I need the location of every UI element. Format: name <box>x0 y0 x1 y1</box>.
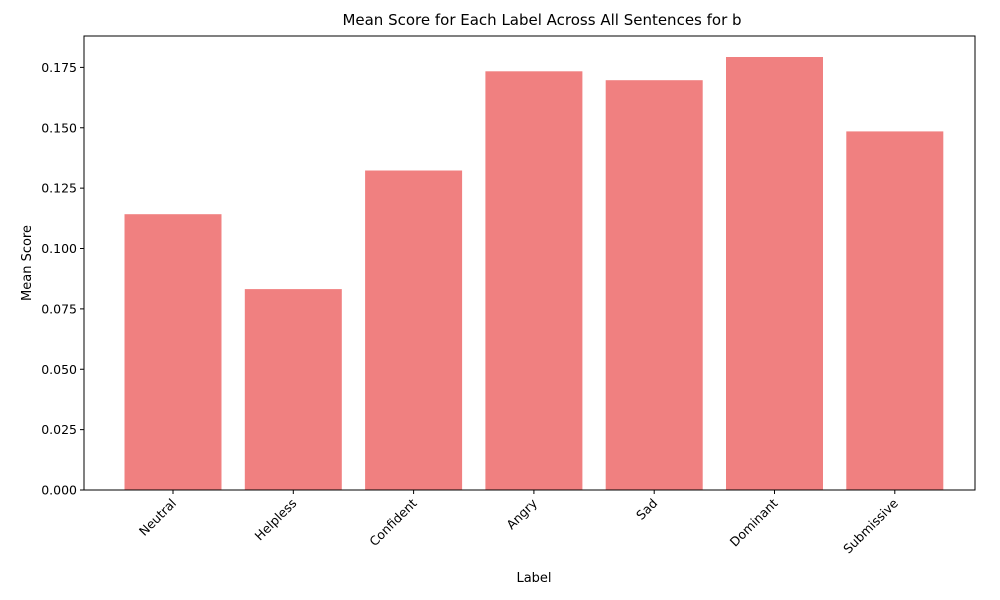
y-tick-label: 0.100 <box>41 241 77 256</box>
bar-angry <box>485 71 583 491</box>
y-tick-label: 0.000 <box>41 483 77 498</box>
x-tick-label: Dominant <box>727 495 781 549</box>
bar-confident <box>365 170 463 490</box>
y-axis: 0.000 0.025 0.050 0.075 0.100 0.125 0.150 0.175 <box>41 60 84 498</box>
x-tick-label: Angry <box>503 495 540 532</box>
x-tick-label: Confident <box>366 495 420 549</box>
y-tick-label: 0.150 <box>41 120 77 135</box>
bar-submissive <box>846 131 944 490</box>
x-axis-label: Label <box>516 571 551 586</box>
x-tick-label: Neutral <box>136 496 179 539</box>
y-axis-label: Mean Score <box>20 225 35 301</box>
bar-sad <box>605 80 703 490</box>
x-tick-label: Helpless <box>252 496 300 544</box>
y-tick-label: 0.075 <box>41 301 77 316</box>
x-axis: Neutral Helpless Confident Angry Sad Dominant… <box>136 490 901 556</box>
plot-frame <box>83 35 976 491</box>
x-tick-label: Submissive <box>840 495 901 556</box>
y-tick-label: 0.125 <box>41 181 77 196</box>
bar-dominant <box>726 57 823 490</box>
chart-title: Mean Score for Each Label Across All Sen… <box>342 11 741 29</box>
bar-helpless <box>244 289 342 490</box>
y-tick-label: 0.050 <box>41 362 77 377</box>
bar-neutral <box>124 214 222 490</box>
y-tick-label: 0.175 <box>41 60 77 75</box>
y-tick-label: 0.025 <box>41 422 77 437</box>
bars-group <box>124 57 944 491</box>
x-tick-label: Sad <box>633 496 660 523</box>
